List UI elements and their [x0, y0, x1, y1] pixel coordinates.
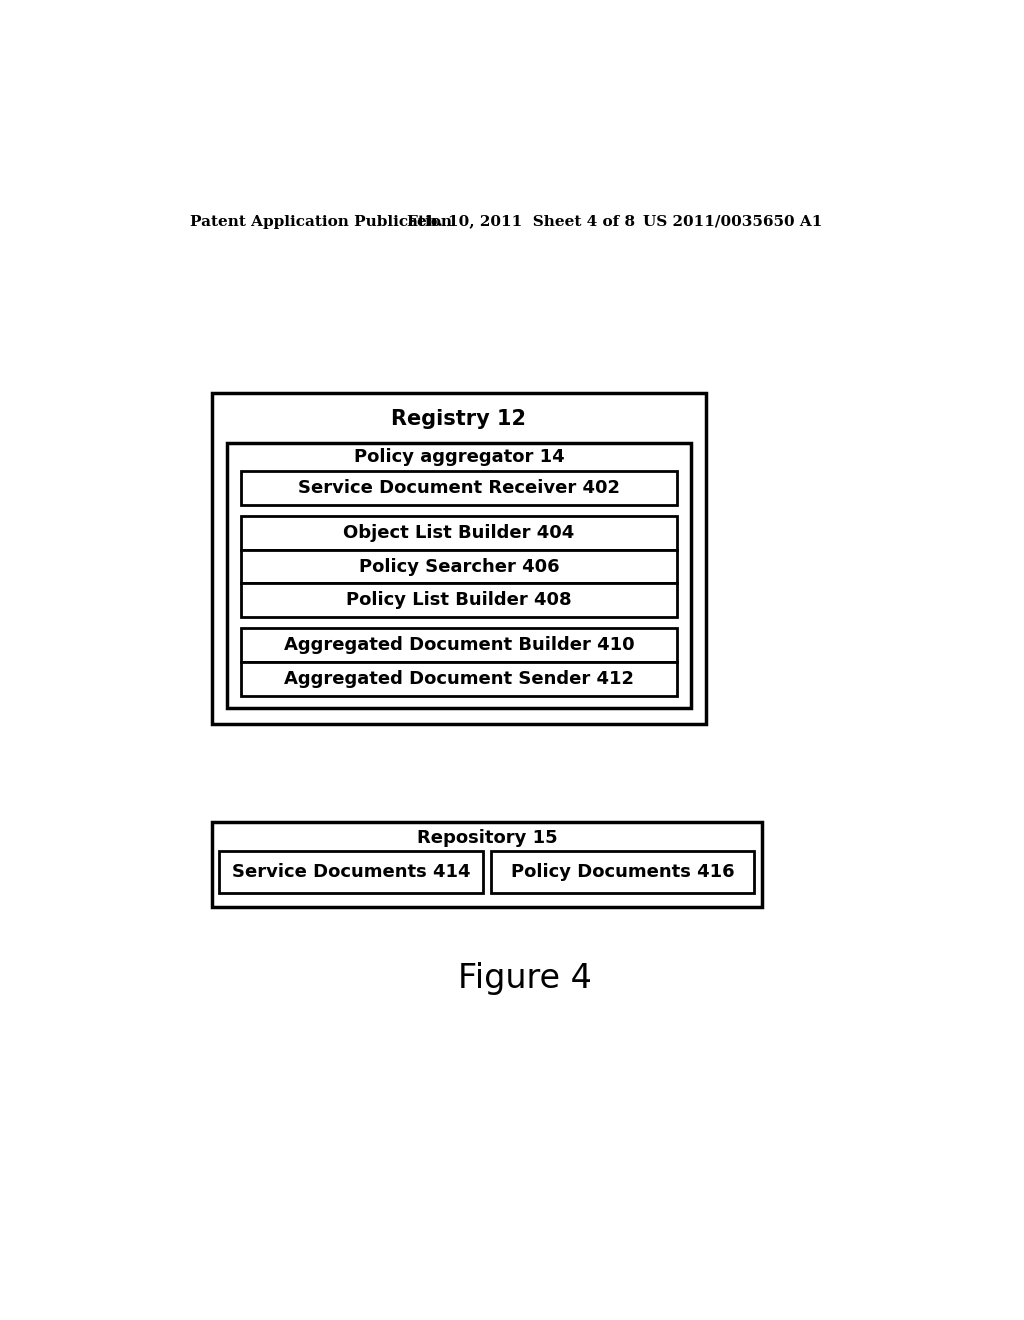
Text: Object List Builder 404: Object List Builder 404: [343, 524, 574, 541]
Text: Aggregated Document Builder 410: Aggregated Document Builder 410: [284, 636, 634, 653]
FancyBboxPatch shape: [212, 822, 762, 907]
FancyBboxPatch shape: [212, 393, 707, 723]
Text: Service Document Receiver 402: Service Document Receiver 402: [298, 479, 620, 496]
FancyBboxPatch shape: [241, 549, 677, 583]
Text: Policy Documents 416: Policy Documents 416: [511, 863, 734, 882]
FancyBboxPatch shape: [227, 444, 690, 708]
FancyBboxPatch shape: [219, 851, 483, 892]
FancyBboxPatch shape: [490, 851, 755, 892]
Text: Aggregated Document Sender 412: Aggregated Document Sender 412: [284, 671, 634, 688]
Text: Repository 15: Repository 15: [417, 829, 557, 846]
Text: Feb. 10, 2011  Sheet 4 of 8: Feb. 10, 2011 Sheet 4 of 8: [407, 215, 635, 228]
Text: Policy Searcher 406: Policy Searcher 406: [358, 557, 559, 576]
Text: Patent Application Publication: Patent Application Publication: [190, 215, 452, 228]
FancyBboxPatch shape: [241, 471, 677, 506]
Text: Service Documents 414: Service Documents 414: [232, 863, 470, 882]
Text: Registry 12: Registry 12: [391, 409, 526, 429]
FancyBboxPatch shape: [241, 663, 677, 696]
Text: Policy aggregator 14: Policy aggregator 14: [353, 449, 564, 466]
Text: Figure 4: Figure 4: [458, 962, 592, 995]
FancyBboxPatch shape: [241, 583, 677, 618]
FancyBboxPatch shape: [241, 516, 677, 549]
Text: Policy List Builder 408: Policy List Builder 408: [346, 591, 571, 610]
Text: US 2011/0035650 A1: US 2011/0035650 A1: [643, 215, 822, 228]
FancyBboxPatch shape: [241, 628, 677, 663]
